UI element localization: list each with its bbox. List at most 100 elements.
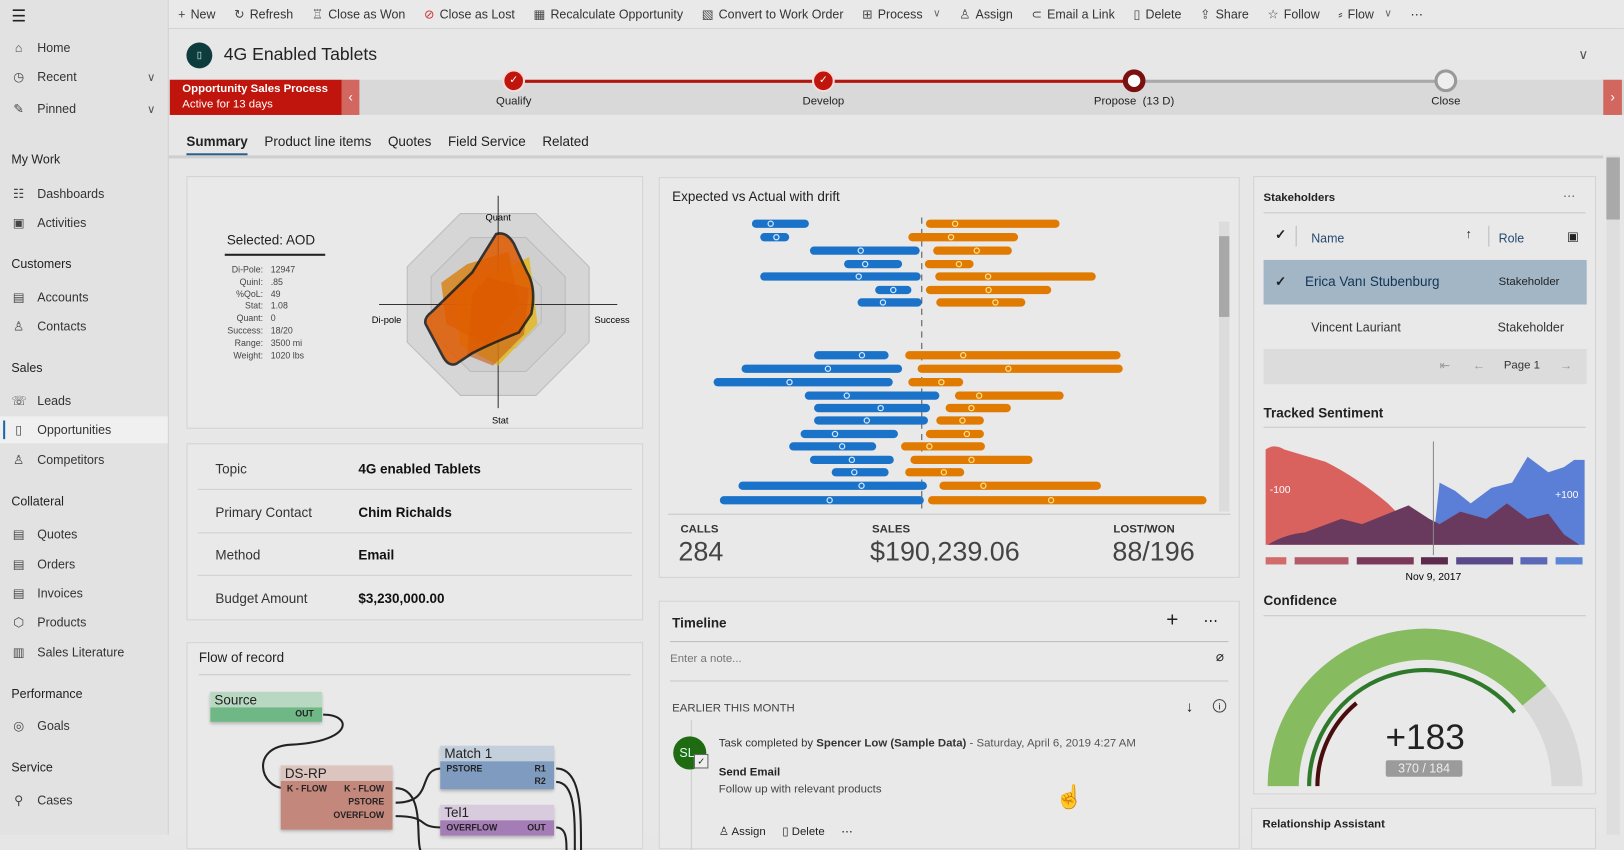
note-input[interactable] [670, 647, 1209, 671]
flow-node-dsrp[interactable]: DS-RP K - FLOW K - FLOW PSTORE OVERFLOW [280, 765, 393, 830]
chevron-down-icon[interactable]: ∨ [147, 103, 156, 116]
sort-ascending-icon[interactable]: ↑ [1465, 226, 1472, 242]
more-commands-button[interactable]: ⋯ [1410, 6, 1423, 22]
process-name[interactable]: Opportunity Sales Process Active for 13 d… [169, 79, 342, 115]
save-icon[interactable]: ▣ [1567, 228, 1579, 244]
flow-node-match[interactable]: Match 1 PSTORE R1 R2 [440, 745, 555, 790]
sidebar-item-leads[interactable]: ☏ Leads [0, 387, 168, 414]
sidebar-item-dashboards[interactable]: ☷ Dashboards [0, 180, 168, 207]
row-check-icon[interactable]: ✓ [1274, 273, 1287, 289]
flow-node-source[interactable]: Source OUT [210, 691, 323, 722]
stakeholder-row-selected[interactable]: ✓ Erica Vanı Stubenburg Stakeholder [1263, 259, 1587, 305]
flow-button[interactable]: ⸗ Flow ∨ [1338, 7, 1392, 21]
stakeholder-name[interactable]: Vincent Lauriant [1311, 320, 1401, 335]
sidebar-item-home[interactable]: ⌂ Home [0, 34, 168, 61]
follow-button[interactable]: ☆ Follow [1267, 7, 1319, 21]
process-next-button[interactable]: › [1603, 79, 1622, 115]
stage-pending-icon[interactable] [1434, 69, 1458, 93]
radar-selected-series[interactable] [423, 232, 535, 366]
share-button[interactable]: ⇪ Share [1200, 7, 1249, 21]
entry-subject[interactable]: Send Email [718, 766, 781, 779]
close-as-lost-button[interactable]: ⊘ Close as Lost [424, 7, 515, 21]
new-button[interactable]: + New [178, 7, 215, 21]
sidebar-item-sales-literature[interactable]: ▥ Sales Literature [0, 639, 168, 666]
previous-page-icon[interactable]: ← [1472, 358, 1486, 373]
port-k-flow-out[interactable]: K - FLOW [344, 782, 385, 794]
email-link-button[interactable]: ⊂ Email a Link [1031, 7, 1114, 21]
assign-button[interactable]: ♙ Assign [959, 7, 1013, 21]
header-expand-chevron-icon[interactable]: ∨ [1578, 46, 1589, 63]
info-icon[interactable]: i [1212, 699, 1227, 713]
tab-product-line-items[interactable]: Product line items [264, 133, 372, 150]
process-button[interactable]: ⊞ Process ∨ [862, 7, 940, 21]
port-overflow[interactable]: OVERFLOW [333, 809, 385, 821]
field-topic[interactable]: Topic 4G enabled Tablets [197, 447, 632, 490]
sidebar-item-opportunities[interactable]: ▯ Opportunities [0, 416, 168, 444]
port-pstore[interactable]: PSTORE [348, 796, 385, 807]
stakeholder-row[interactable]: Vincent Lauriant Stakeholder [1264, 308, 1587, 349]
field-value[interactable]: 4G enabled Tablets [358, 460, 481, 477]
more-icon[interactable]: ⋯ [1562, 188, 1576, 203]
delete-button[interactable]: ▯ Delete [1133, 7, 1181, 21]
sidebar-item-goals[interactable]: ◎ Goals [0, 713, 168, 740]
flow-node-tel[interactable]: Tel1 OVERFLOW OUT [440, 804, 555, 836]
sidebar-item-invoices[interactable]: ▤ Invoices [0, 580, 168, 607]
close-as-won-button[interactable]: ♖ Close as Won [312, 7, 405, 21]
stage-propose[interactable]: Propose (13 D) [1093, 95, 1175, 108]
field-value[interactable]: Chim Richalds [358, 504, 452, 520]
more-icon[interactable]: ⋯ [1203, 612, 1218, 629]
more-icon[interactable]: ⋯ [841, 825, 853, 838]
paperclip-icon[interactable]: ⌀ [1215, 648, 1225, 664]
drift-scrollbar[interactable] [1219, 221, 1230, 512]
column-header-name[interactable]: Name [1311, 230, 1345, 246]
process-prev-button[interactable]: ‹ [341, 79, 360, 115]
stage-close[interactable]: Close [1431, 95, 1461, 108]
assign-action[interactable]: ♙ Assign [719, 824, 766, 837]
sidebar-item-products[interactable]: ⬡ Products [0, 609, 168, 636]
field-method[interactable]: Method Email [197, 533, 632, 576]
add-icon[interactable]: + [1166, 608, 1179, 632]
stakeholder-name[interactable]: Erica Vanı Stubenburg [1304, 273, 1440, 289]
stage-check-icon[interactable]: ✓ [502, 69, 526, 93]
select-all-checkbox[interactable]: ✓ [1274, 226, 1287, 243]
user-avatar[interactable]: SL [673, 736, 707, 770]
sidebar-item-orders[interactable]: ▤ Orders [0, 551, 168, 578]
port-r1[interactable]: R1 [534, 763, 546, 774]
sort-down-icon[interactable]: ↓ [1185, 698, 1194, 715]
next-page-icon[interactable]: → [1559, 358, 1573, 373]
stage-check-icon[interactable]: ✓ [811, 69, 835, 93]
stage-develop[interactable]: Develop [802, 95, 845, 108]
tab-summary[interactable]: Summary [186, 134, 248, 156]
tab-related[interactable]: Related [542, 133, 589, 150]
chevron-down-icon[interactable]: ∨ [147, 70, 156, 84]
tab-field-service[interactable]: Field Service [447, 133, 526, 150]
field-primary-contact[interactable]: Primary Contact Chim Richalds [197, 491, 632, 534]
convert-button[interactable]: ▧ Convert to Work Order [702, 7, 844, 21]
port-r2[interactable]: R2 [534, 775, 546, 787]
sidebar-item-contacts[interactable]: ♙ Contacts [0, 313, 168, 340]
sidebar-item-cases[interactable]: ⚲ Cases [0, 787, 168, 814]
field-value[interactable]: $3,230,000.00 [358, 590, 445, 606]
port-out[interactable]: OUT [527, 822, 546, 833]
sidebar-item-recent[interactable]: ◷ Recent ∨ [0, 63, 168, 90]
refresh-button[interactable]: ↻ Refresh [234, 7, 293, 21]
sidebar-item-accounts[interactable]: ▤ Accounts [0, 284, 168, 311]
port-out[interactable]: OUT [295, 708, 314, 719]
sidebar-item-quotes[interactable]: ▤ Quotes [0, 521, 168, 548]
port-pstore[interactable]: PSTORE [446, 763, 483, 774]
recalculate-button[interactable]: ▦ Recalculate Opportunity [534, 7, 684, 21]
hamburger-menu-icon[interactable]: ☰ [11, 8, 27, 26]
column-header-role[interactable]: Role [1498, 230, 1525, 246]
port-overflow[interactable]: OVERFLOW [446, 822, 498, 833]
sidebar-item-pinned[interactable]: ✎ Pinned ∨ [0, 95, 168, 122]
delete-action[interactable]: ▯ Delete [782, 824, 824, 837]
sidebar-item-activities[interactable]: ▣ Activities [0, 209, 168, 236]
stage-qualify[interactable]: Qualify [495, 95, 532, 108]
tab-quotes[interactable]: Quotes [387, 133, 432, 150]
first-page-icon[interactable]: ⇤ [1439, 358, 1451, 373]
page-scrollbar[interactable] [1606, 155, 1620, 835]
field-budget-amount[interactable]: Budget Amount $3,230,000.00 [198, 577, 632, 619]
entry-user[interactable]: Spencer Low (Sample Data) [816, 737, 967, 750]
field-value[interactable]: Email [358, 546, 395, 563]
port-k-flow-in[interactable]: K - FLOW [286, 782, 327, 794]
